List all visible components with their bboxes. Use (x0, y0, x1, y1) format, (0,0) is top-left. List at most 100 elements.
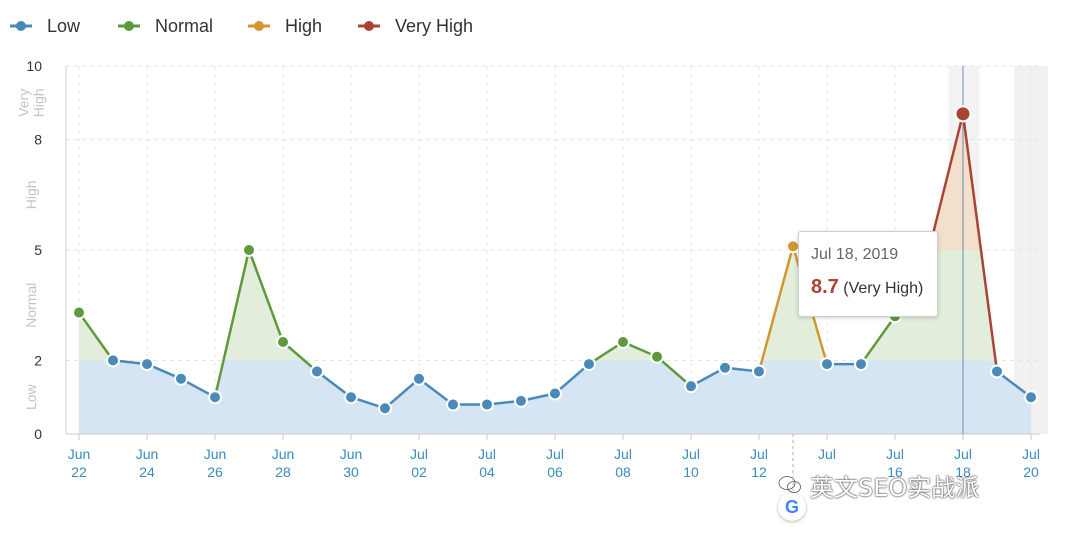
tooltip-value-row: 8.7 (Very High) (811, 276, 925, 299)
x-tick-month: Jun (136, 446, 159, 462)
x-tick-day: 26 (207, 464, 223, 480)
data-point (72, 305, 86, 320)
series-segment (927, 113, 965, 251)
data-point (344, 390, 358, 405)
x-tick-month: Jul (614, 446, 632, 462)
data-point (446, 397, 460, 412)
data-point (514, 393, 528, 408)
x-tick-day: 18 (955, 464, 971, 480)
series-segment (554, 363, 590, 395)
x-tick-day: 08 (615, 464, 631, 480)
x-tick-day: 20 (1023, 464, 1039, 480)
x-tick-month: Jul (750, 446, 768, 462)
series-segment (213, 249, 251, 398)
x-tick-month: Jul (682, 446, 700, 462)
data-point (752, 364, 766, 379)
legend-item-low: Low (10, 16, 81, 36)
x-tick-day: 02 (411, 464, 427, 480)
data-point (548, 386, 562, 401)
legend-marker (16, 21, 26, 31)
series-segment (384, 377, 420, 410)
data-point (140, 357, 154, 372)
legend-marker (254, 21, 264, 31)
data-point (276, 335, 290, 349)
series-segment (757, 245, 795, 372)
data-point (174, 371, 188, 386)
legend-label: High (285, 16, 322, 36)
y-tick-label: 5 (34, 242, 42, 258)
x-tick-day: 28 (275, 464, 291, 480)
band-label-text: Very (16, 89, 32, 117)
x-tick-day: 10 (683, 464, 699, 480)
x-tick-month: Jun (340, 446, 363, 462)
x-tick-day: 30 (343, 464, 359, 480)
x-tick-month: Jul (818, 446, 836, 462)
series-segment (316, 370, 352, 399)
data-point (378, 401, 392, 416)
series-segment (77, 311, 115, 362)
google-update-icon[interactable]: G (778, 493, 806, 521)
x-tick-month: Jun (272, 446, 295, 462)
legend-label: Normal (155, 16, 213, 36)
band-label-text: High (31, 88, 47, 117)
x-tick-month: Jul (478, 446, 496, 462)
data-point (1024, 390, 1038, 405)
series-segment (282, 341, 318, 373)
chart-points (72, 105, 1038, 416)
x-axis: Jun 22 Jun 24 Jun 26 Jun 28 Jun 30 Jul 02 Jul 04 Jul 06… (66, 66, 1040, 493)
data-point (242, 243, 256, 257)
data-point (310, 364, 324, 379)
series-segment (859, 315, 897, 365)
data-point (480, 397, 494, 412)
legend-item-high: High (248, 16, 322, 36)
legend-label: Very High (395, 16, 473, 36)
legend-label: Low (47, 16, 81, 36)
y-tick-label: 0 (34, 426, 42, 442)
band-label-text: Normal (23, 283, 39, 328)
band-label-text: High (23, 180, 39, 209)
series-segment (996, 370, 1032, 399)
wechat-icon (778, 475, 802, 494)
band-label-text: Low (23, 383, 39, 410)
tooltip-level: (Very High) (843, 280, 924, 297)
series-segment (656, 355, 692, 388)
watermark: 英文SEO实战派 (810, 474, 980, 502)
x-tick-day: 24 (139, 464, 155, 480)
y-tick-label: 8 (34, 132, 42, 148)
y-axis: 0 2 5 8 10 (26, 58, 67, 442)
x-tick-month: Jul (546, 446, 564, 462)
data-point (582, 357, 596, 372)
legend-marker (364, 21, 374, 31)
x-tick-month: Jul (886, 446, 904, 462)
data-point (106, 353, 120, 368)
legend-item-normal: Normal (118, 16, 213, 36)
y-tick-label: 10 (26, 58, 42, 74)
tooltip-value: 8.7 (811, 276, 839, 298)
data-point (650, 349, 664, 364)
data-point (854, 357, 868, 372)
data-point (954, 105, 972, 123)
data-point (412, 371, 426, 386)
legend: Low Normal High Very High (10, 16, 473, 36)
data-point (990, 364, 1004, 379)
x-tick-day: 22 (71, 464, 87, 480)
x-tick-day: 16 (887, 464, 903, 480)
tooltip: Jul 18, 2019 8.7 (Very High) (798, 231, 938, 317)
series-segment (418, 377, 454, 406)
data-point (718, 360, 732, 375)
data-point (616, 335, 630, 349)
x-tick-month: Jul (1022, 446, 1040, 462)
x-tick-day: 04 (479, 464, 495, 480)
legend-item-very-high: Very High (358, 16, 473, 36)
x-tick-day: 12 (751, 464, 767, 480)
legend-marker (124, 21, 134, 31)
x-tick-month: Jun (68, 446, 91, 462)
series-segment (247, 249, 285, 343)
series-segment (961, 113, 999, 372)
y-tick-label: 2 (34, 352, 42, 368)
x-tick-day: 06 (547, 464, 563, 480)
x-tick-month: Jun (204, 446, 227, 462)
x-tick-month: Jul (954, 446, 972, 462)
tooltip-date: Jul 18, 2019 (811, 246, 899, 263)
